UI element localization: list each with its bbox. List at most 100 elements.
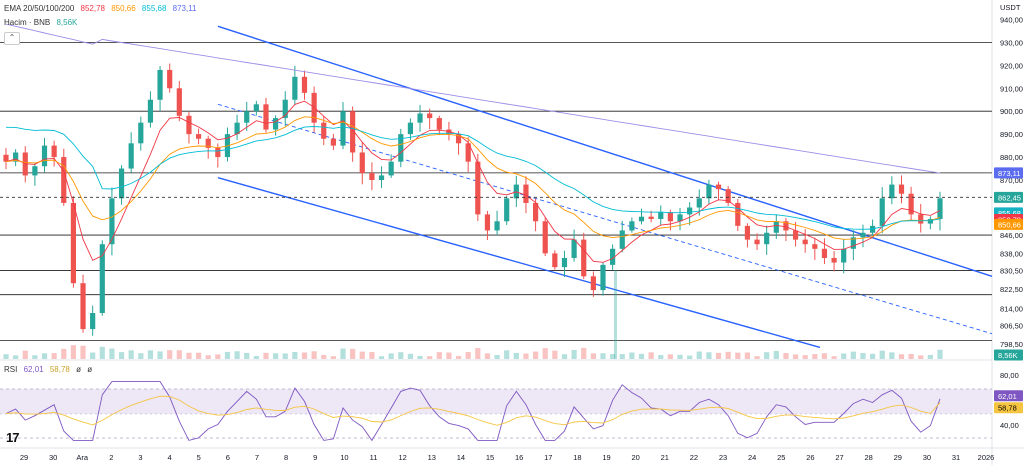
volume-bar — [455, 355, 462, 359]
volume-bar — [398, 352, 404, 359]
time-axis-label: 5 — [197, 453, 201, 462]
ema50-line — [5, 116, 941, 240]
candle-body — [436, 118, 442, 130]
volume-bar — [70, 345, 77, 359]
volume-bar — [792, 354, 799, 359]
price-tag — [994, 191, 1023, 203]
volume-bar — [927, 354, 933, 359]
candle-body — [61, 157, 67, 203]
price-tag-label: 855,68 — [998, 209, 1021, 218]
time-axis-label: 17 — [544, 453, 552, 462]
time-axis-label: 9 — [313, 453, 317, 462]
channel-upper-line — [217, 25, 993, 277]
rsi-tick-label: 80,00 — [1000, 371, 1019, 380]
time-axis-label: 31 — [952, 453, 960, 462]
rsi-ma-value: 58,78 — [49, 365, 70, 374]
candle-body — [706, 184, 712, 199]
volume-bar — [619, 354, 625, 359]
volume-bar — [629, 352, 635, 359]
candle-body — [80, 283, 86, 330]
price-tick-label: 798,50 — [1000, 340, 1023, 349]
rsi-tag-label: 58,78 — [998, 404, 1017, 413]
candle-body — [340, 111, 346, 146]
price-tick-label: 830,50 — [1000, 267, 1023, 276]
volume-bar — [687, 355, 693, 359]
price-tick-label: 870,00 — [1000, 176, 1023, 185]
candle-body — [90, 313, 96, 330]
volume-bar — [330, 356, 336, 359]
candle-body — [773, 221, 779, 233]
candle-body — [109, 198, 115, 245]
volume-bar — [359, 351, 365, 359]
candle-body — [215, 147, 221, 158]
volume-bar — [273, 353, 279, 359]
price-tick-label: 930,00 — [1000, 38, 1023, 47]
candle-body — [879, 198, 885, 226]
price-tick-label: 920,00 — [1000, 61, 1023, 70]
volume-bar — [369, 351, 375, 359]
volume-bar — [850, 351, 856, 359]
volume-bar — [263, 352, 269, 359]
volume-bar — [22, 350, 28, 359]
candle-body — [552, 253, 558, 268]
volume-bar — [51, 353, 57, 359]
volume-bar — [764, 352, 770, 359]
volume-bar — [427, 356, 433, 359]
time-axis-label: 12 — [398, 453, 406, 462]
volume-bar — [3, 354, 9, 359]
candle-body — [70, 202, 77, 284]
volume-bar — [879, 350, 885, 359]
channel-lower-line — [217, 177, 821, 349]
candle-body — [13, 152, 19, 162]
candle-body — [792, 230, 799, 240]
candle-body — [484, 214, 491, 231]
rsi-tag-label: 62,01 — [998, 392, 1017, 401]
price-tick-label: 880,00 — [1000, 153, 1023, 162]
candle-body — [3, 154, 9, 162]
time-axis-label: 4 — [168, 453, 172, 462]
volume-legend: Hacim · BNB 8,56K — [4, 18, 81, 27]
candle-body — [253, 104, 259, 112]
volume-bar — [869, 353, 876, 359]
channel-mid-line — [217, 103, 993, 335]
volume-bar — [571, 349, 577, 359]
volume-bar — [773, 350, 779, 359]
collapse-legend-button[interactable]: ⌃ — [4, 32, 20, 45]
volume-bar — [744, 352, 751, 359]
time-axis-label: 2 — [109, 453, 113, 462]
ema100-line — [5, 126, 941, 230]
volume-bar — [109, 348, 115, 359]
candle-body — [629, 221, 635, 231]
candle-body — [687, 207, 693, 215]
rsi-extra-2: ø — [87, 365, 93, 374]
candle-body — [41, 145, 48, 167]
volume-bar — [754, 356, 760, 359]
volume-bar — [725, 351, 731, 359]
candle-body — [446, 129, 452, 135]
volume-bar — [696, 351, 702, 359]
price-tick-label: 846,00 — [1000, 231, 1023, 240]
price-axis-currency: USDT — [1000, 3, 1021, 12]
volume-bar — [937, 349, 943, 359]
candle-body — [821, 248, 828, 258]
candle-body — [744, 225, 751, 240]
volume-bar-spike — [614, 270, 617, 359]
volume-bar — [484, 353, 491, 359]
candle-body — [350, 111, 356, 153]
time-axis-label: 19 — [602, 453, 610, 462]
volume-bar — [715, 352, 722, 359]
time-axis-label: 30 — [49, 453, 57, 462]
price-tag-label: 850,66 — [998, 220, 1021, 229]
volume-bar — [658, 355, 664, 359]
rsi-tick-label: 40,00 — [1000, 421, 1019, 430]
time-axis-label: 14 — [457, 453, 465, 462]
candle-body — [205, 138, 211, 148]
price-tag-label: 8,56K — [998, 351, 1018, 360]
price-tag-label: 862,45 — [998, 193, 1021, 202]
candle-body — [465, 143, 471, 162]
rsi-legend: RSI 62,01 58,78 ø ø — [4, 365, 96, 374]
candle-body — [783, 221, 789, 231]
ema50-value: 850,66 — [111, 4, 136, 13]
time-axis-label: 21 — [661, 453, 669, 462]
